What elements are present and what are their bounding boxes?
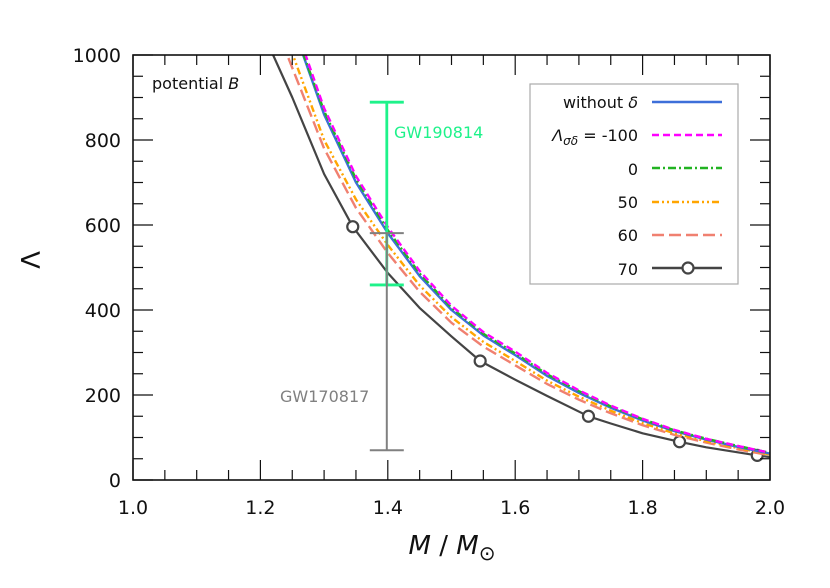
marker-circle [346, 220, 360, 234]
series-line-4 [285, 55, 770, 457]
gw190814-label: GW190814 [394, 123, 483, 142]
series-line-1 [304, 55, 770, 454]
legend: without δ Λσδ = -100 0 50 60 70 [529, 83, 739, 285]
y-tick-label: 800 [85, 130, 121, 152]
x-tick-label: 1.4 [373, 497, 403, 519]
x-axis-title: M / M⊙ [409, 531, 496, 565]
x-tick-label: 1.8 [627, 497, 657, 519]
y-axis-title: Λ [17, 251, 47, 269]
y-tick-label: 1000 [73, 45, 121, 67]
y-tick-label: 200 [85, 385, 121, 407]
series-line-3 [291, 55, 770, 456]
marker-circle [473, 354, 487, 368]
legend-line-samples [652, 100, 722, 275]
error-bars [369, 100, 404, 452]
legend-label-0: 0 [628, 160, 638, 179]
y-tick-label: 400 [85, 300, 121, 322]
y-tick-label: 0 [109, 470, 121, 492]
x-tick-label: 1.2 [245, 497, 275, 519]
series-layer [271, 55, 770, 462]
x-tick-label: 1.0 [118, 497, 148, 519]
marker-circle [581, 409, 596, 423]
legend-label-70: 70 [618, 260, 638, 279]
legend-label-without-delta: without δ [563, 93, 638, 112]
legend-label-60: 60 [618, 226, 638, 245]
x-tick-label: 1.6 [500, 497, 530, 519]
errorbar-gw170817 [369, 232, 404, 452]
y-tick-label: 600 [85, 215, 121, 237]
legend-label-minus100: Λσδ = -100 [550, 126, 638, 148]
marker-circle [672, 435, 687, 449]
potential-annotation: potential B [152, 74, 239, 93]
legend-label-50: 50 [618, 193, 638, 212]
gw170817-label: GW170817 [280, 387, 369, 406]
x-tick-label: 2.0 [755, 497, 785, 519]
legend-box [529, 83, 739, 285]
